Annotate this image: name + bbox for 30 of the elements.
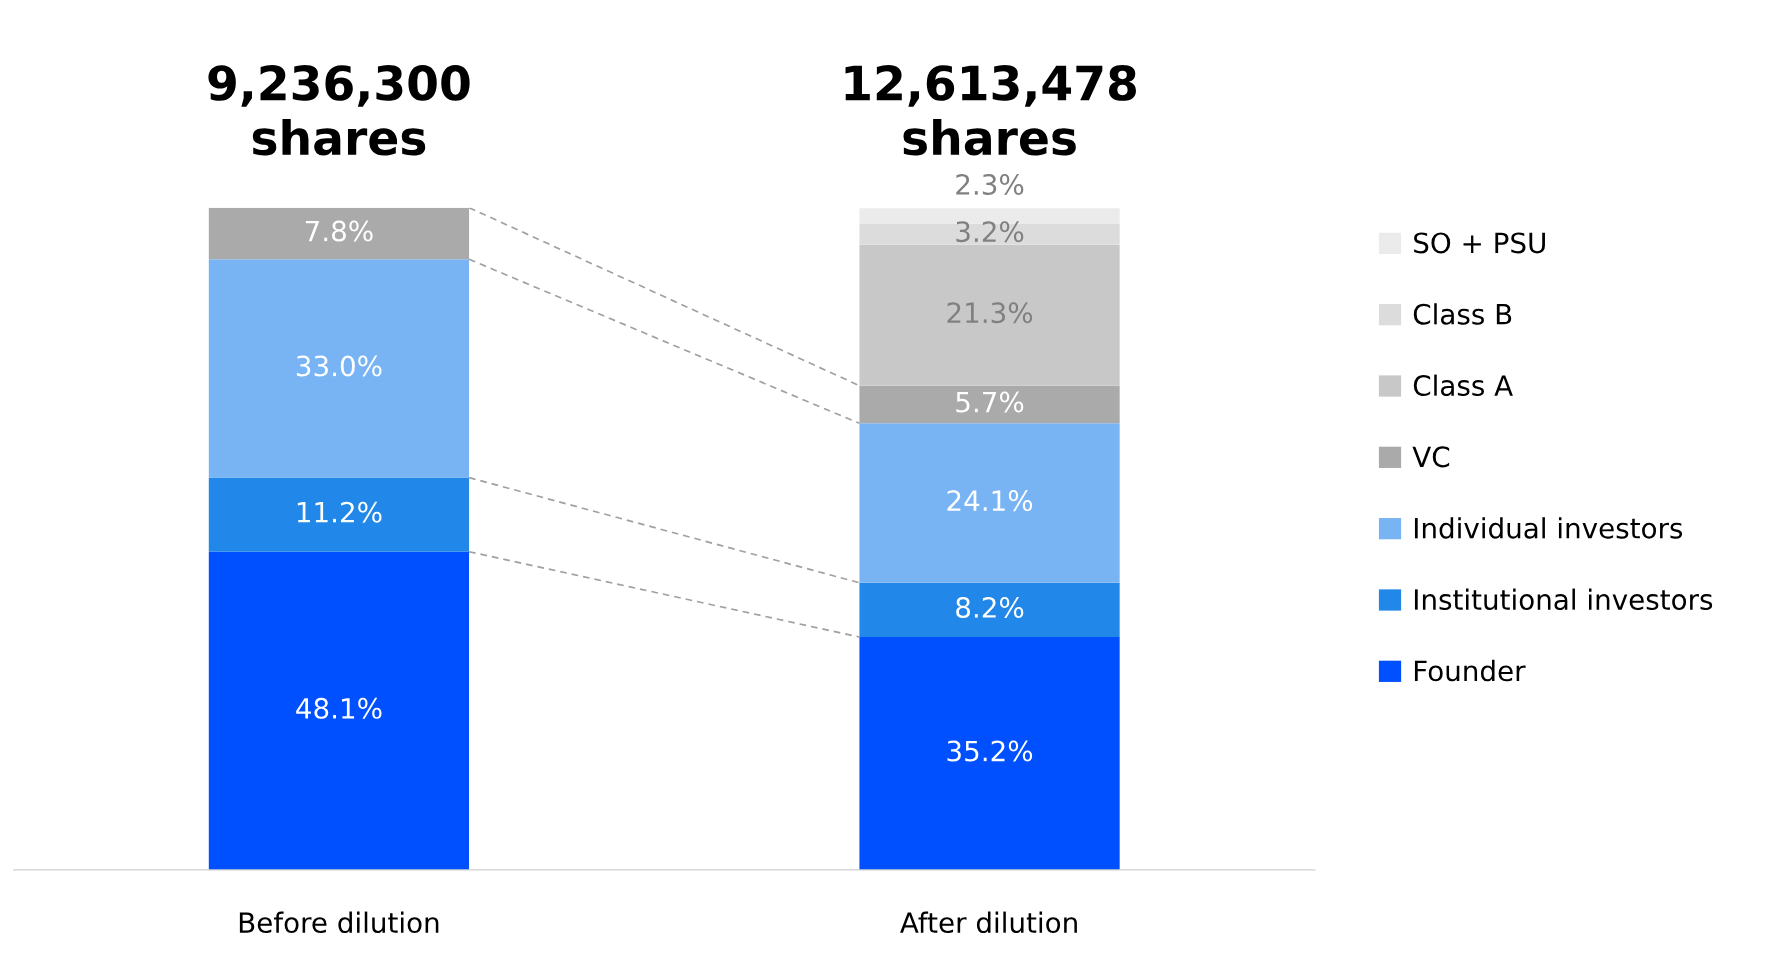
bar: [208, 551, 470, 870]
bar: [859, 423, 1120, 583]
data-label: 33.0%: [296, 355, 382, 377]
legend-label: Founder: [1414, 659, 1526, 682]
data-label: 7.8%: [305, 220, 373, 242]
legend-label: SO + PSU: [1414, 232, 1545, 254]
x-tick-label: Before dilution: [239, 911, 439, 934]
legend-label: Individual investors: [1414, 517, 1683, 539]
legend-label: Class A: [1413, 374, 1513, 397]
legend-label: Institutional investors: [1414, 588, 1713, 611]
bar: [859, 582, 1120, 638]
text: 12,613,478 shares: [845, 65, 1136, 156]
text: 9,236,300 shares: [208, 65, 470, 156]
bar: [208, 259, 470, 478]
data-label: 24.1%: [947, 490, 1033, 512]
bar: [859, 223, 1120, 245]
data-label: 3.2%: [956, 221, 1024, 243]
data-label: 35.2%: [947, 740, 1033, 762]
bar: [208, 477, 470, 552]
data-label: 8.2%: [956, 596, 1024, 618]
data-label: 48.1%: [296, 697, 382, 719]
legend-label: VC: [1412, 446, 1450, 468]
data-label: 2.3%: [956, 174, 1024, 196]
data-label: 5.7%: [956, 391, 1024, 413]
bar: [859, 637, 1120, 870]
data-label: 11.2%: [297, 501, 382, 523]
bar: [859, 244, 1120, 386]
data-label: 21.3%: [947, 302, 1033, 324]
x-tick-label: After dilution: [900, 911, 1077, 934]
legend-label: Class B: [1413, 303, 1512, 325]
